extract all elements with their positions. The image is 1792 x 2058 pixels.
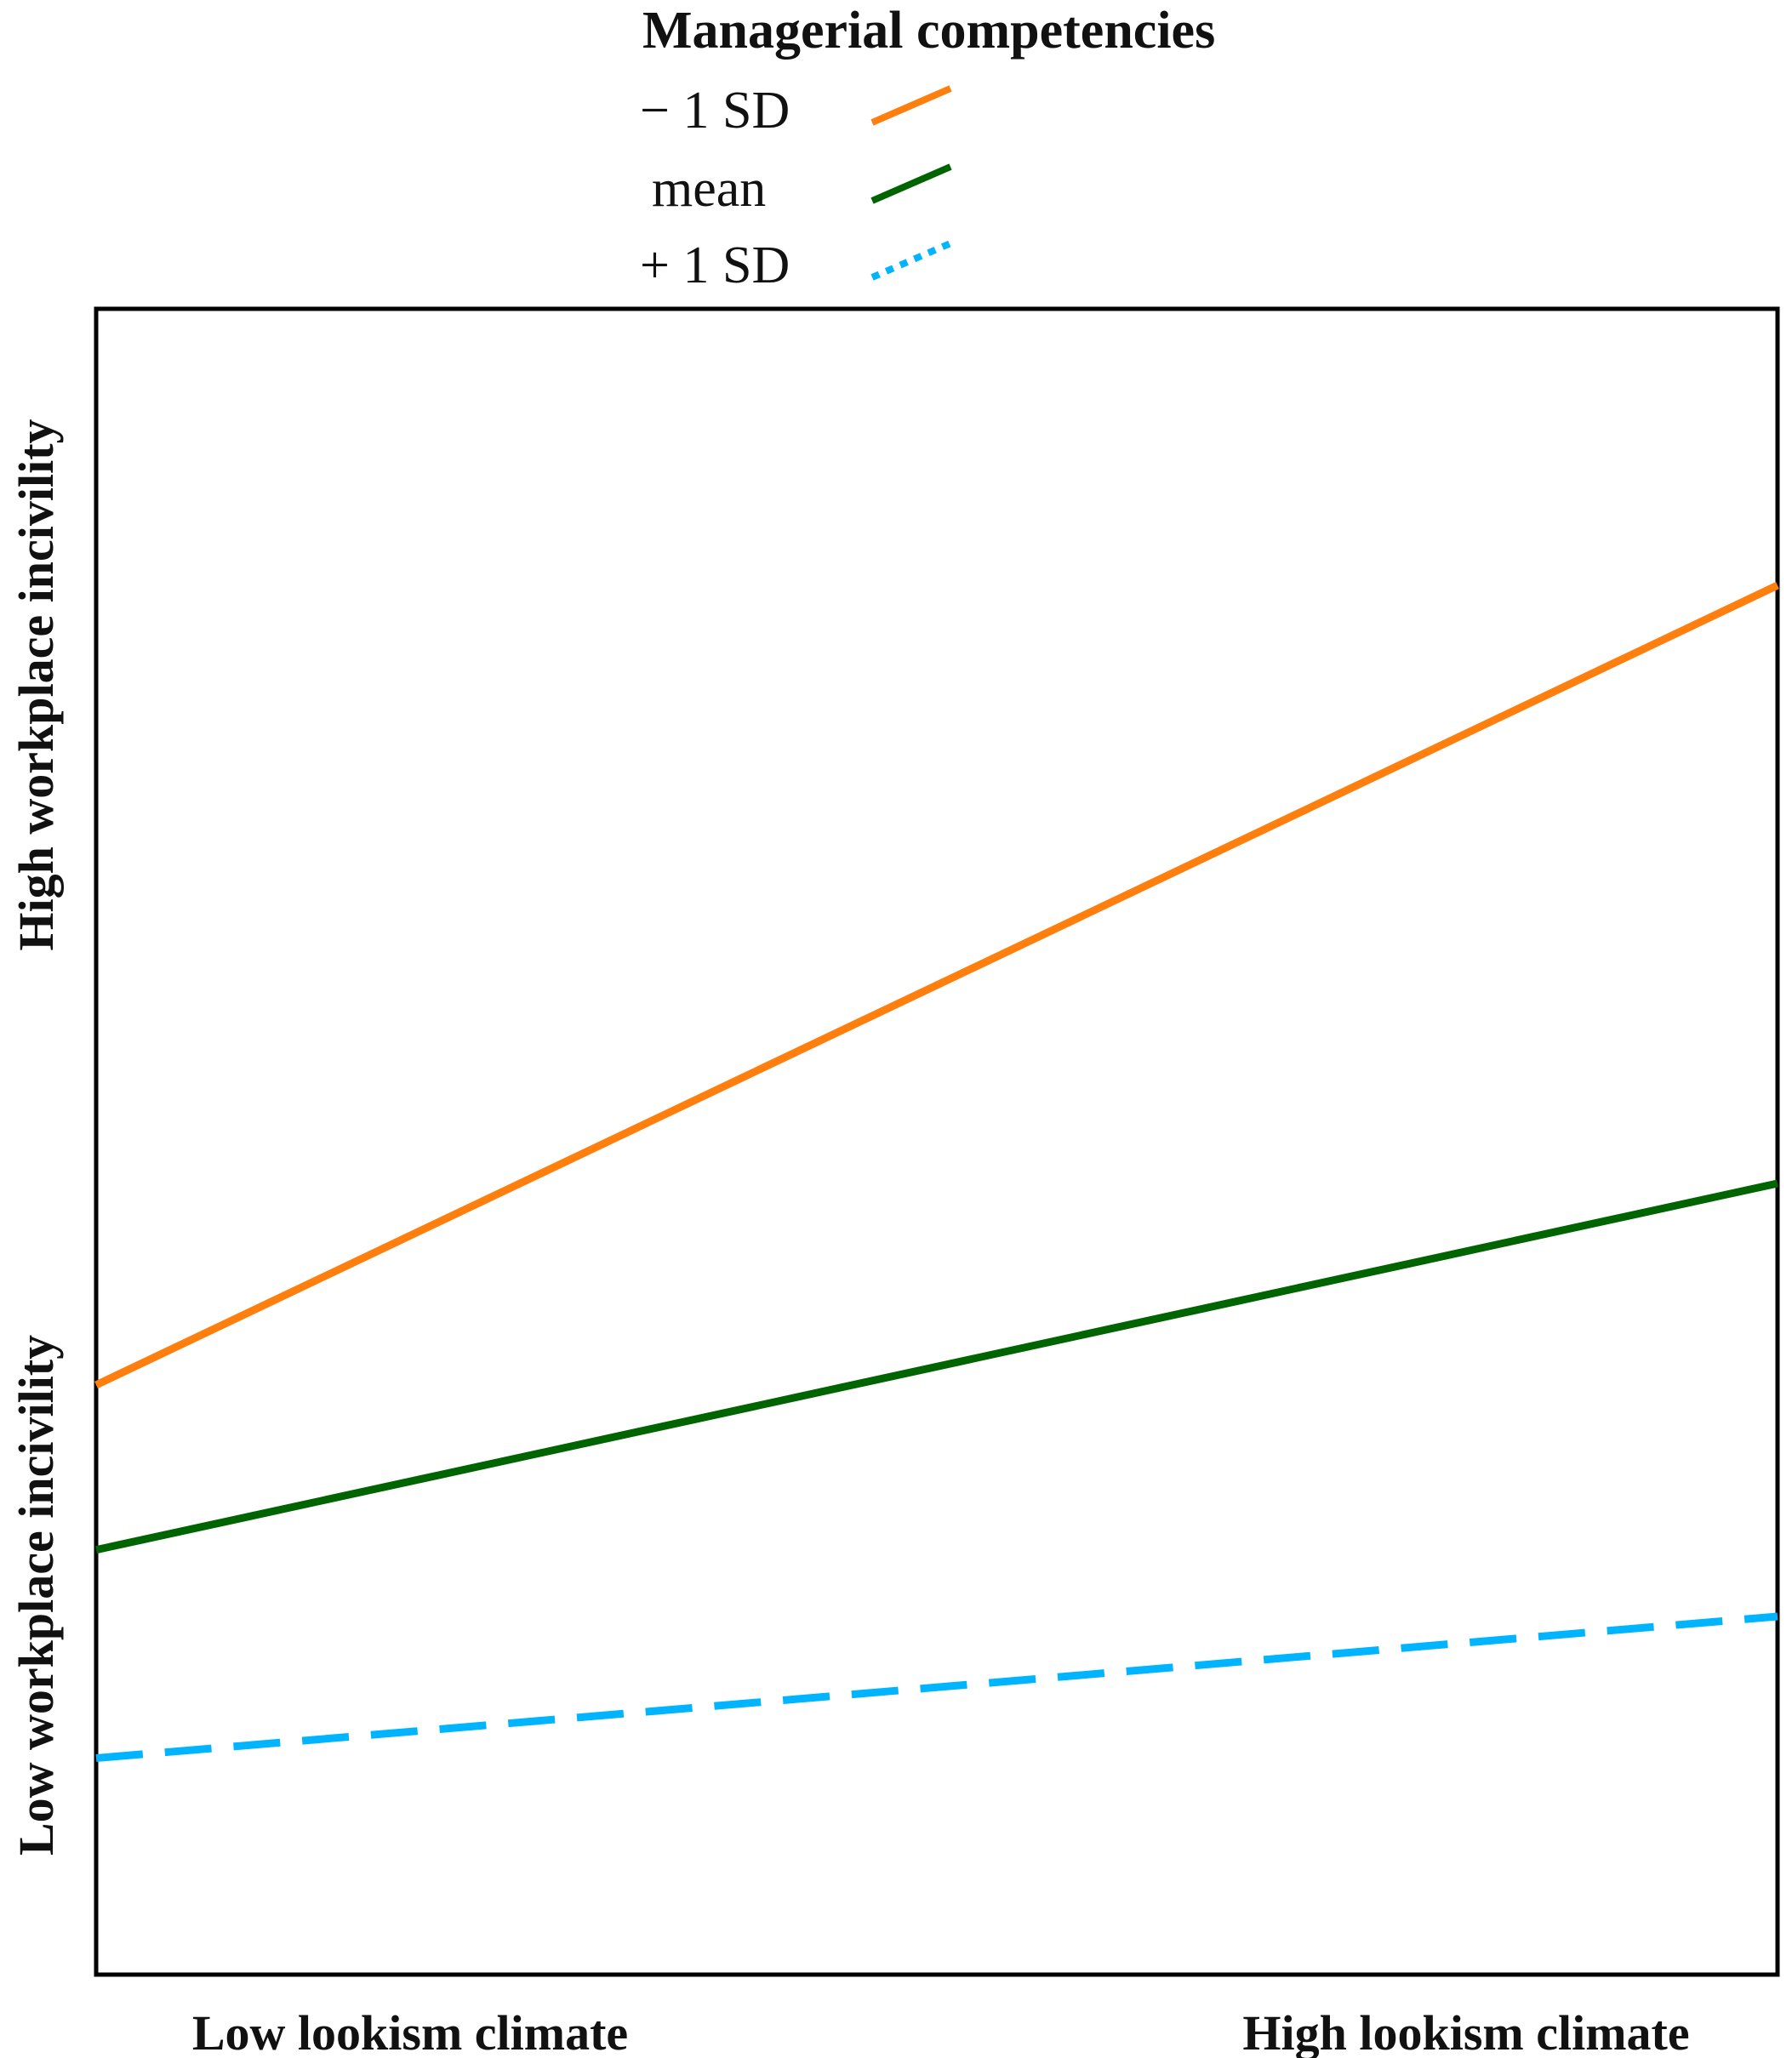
- x-tick-label-high: High lookism climate: [1242, 2005, 1689, 2058]
- legend-items: − 1 SD mean + 1 SD: [640, 82, 952, 294]
- series-line-1: [95, 1179, 1778, 1554]
- legend-swatch-1: [870, 163, 952, 204]
- x-tick-label-low: Low lookism climate: [192, 2005, 628, 2058]
- legend-label-1: mean: [652, 160, 766, 218]
- legend-title: Managerial competencies: [642, 2, 1215, 60]
- plot-frame: [94, 306, 1780, 1977]
- y-tick-label-low: Low workplace incivility: [9, 1335, 64, 1856]
- legend: Managerial competencies − 1 SD mean + 1 SD: [640, 2, 1215, 294]
- legend-swatch-0: [870, 85, 952, 126]
- series-line-0: [94, 581, 1779, 1388]
- series-layer: [94, 581, 1779, 1762]
- legend-label-0: − 1 SD: [640, 82, 790, 140]
- y-tick-label-high: High workplace incivility: [9, 419, 64, 950]
- legend-label-2: + 1 SD: [640, 237, 790, 294]
- legend-swatch-2: [870, 240, 952, 281]
- series-line-2: [95, 1612, 1778, 1762]
